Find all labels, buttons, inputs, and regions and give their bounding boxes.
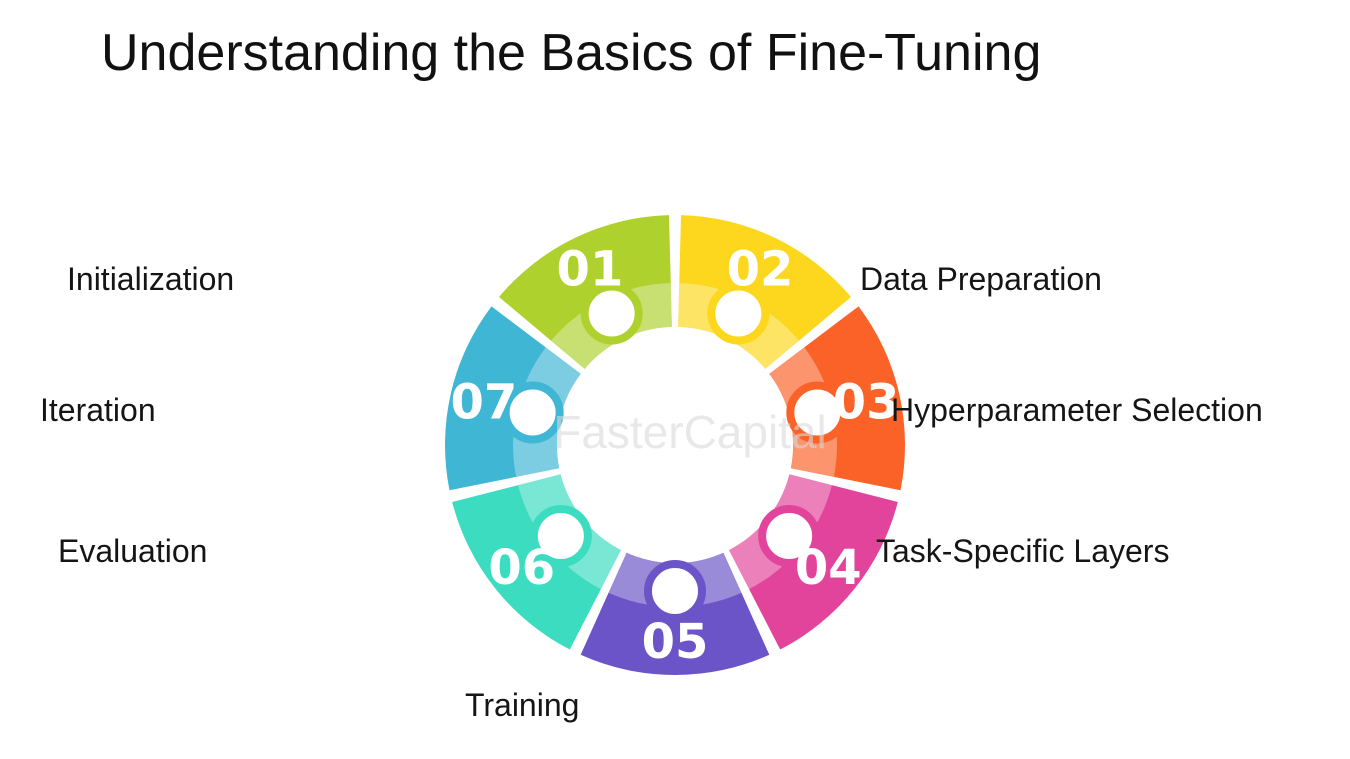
ring-02 — [707, 282, 770, 345]
ring-07 — [501, 381, 564, 444]
step-number-07: 07 — [451, 374, 518, 430]
label-evaluation: Evaluation — [58, 533, 208, 569]
label-task-specific-layers: Task-Specific Layers — [876, 533, 1170, 569]
step-number-06: 06 — [488, 540, 555, 596]
label-hyperparameter-selection: Hyperparameter Selection — [891, 392, 1263, 428]
step-number-05: 05 — [642, 614, 709, 670]
step-number-02: 02 — [727, 241, 794, 297]
step-number-01: 01 — [557, 241, 624, 297]
label-iteration: Iteration — [40, 392, 156, 428]
ring-05 — [644, 560, 706, 622]
step-number-03: 03 — [833, 374, 900, 430]
ring-06 — [529, 505, 592, 568]
label-initialization: Initialization — [67, 261, 235, 297]
wheel-center — [557, 327, 793, 563]
watermark: FasterCapital — [553, 406, 827, 458]
label-training: Training — [465, 687, 580, 723]
page-title: Understanding the Basics of Fine-Tuning — [101, 24, 1042, 82]
ring-04 — [758, 505, 821, 568]
step-number-04: 04 — [795, 540, 862, 596]
ring-03 — [786, 381, 849, 444]
ring-01 — [580, 282, 643, 345]
label-data-preparation: Data Preparation — [860, 261, 1102, 297]
